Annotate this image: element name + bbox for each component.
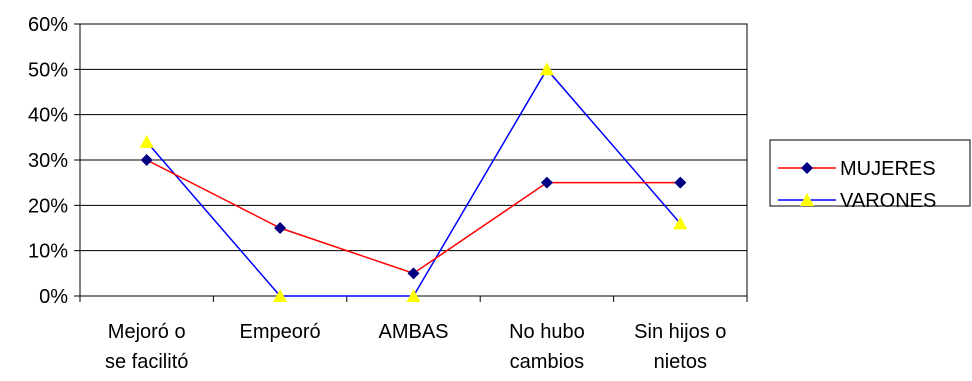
data-point-mujeres: [407, 267, 420, 280]
legend-label-varones: VARONES: [840, 190, 936, 212]
data-point-mujeres: [274, 222, 287, 234]
data-point-mujeres: [674, 176, 687, 189]
x-category-label: Sin hijos o nietos: [634, 321, 726, 373]
gridlines: [80, 68, 747, 252]
axes: [74, 23, 748, 302]
x-category-label: Mejoró o se facilitó: [105, 321, 188, 373]
x-category-label: Empeoró: [240, 321, 321, 343]
y-axis-ticks: 0% 10% 20% 30% 40% 50% 60%: [28, 14, 68, 308]
legend: MUJERES VARONES: [769, 139, 971, 212]
y-tick-label: 30%: [28, 150, 68, 172]
legend-label-mujeres: MUJERES: [840, 158, 936, 180]
data-point-varones: [139, 134, 154, 148]
data-point-mujeres: [540, 176, 553, 189]
data-point-mujeres: [140, 154, 153, 166]
legend-marker-mujeres: [801, 162, 813, 174]
x-category-label: No hubo cambios: [509, 321, 585, 373]
data-point-varones: [273, 289, 288, 302]
y-tick-label: 0%: [39, 286, 68, 308]
x-axis-categories: Mejoró o se facilitó Empeoró AMBAS No hubo ca…: [105, 321, 726, 373]
data-point-varones: [406, 289, 421, 302]
y-tick-label: 10%: [28, 241, 68, 263]
y-tick-label: 20%: [28, 195, 68, 217]
series-markers: [139, 62, 688, 302]
legend-box: [769, 139, 971, 207]
legend-marker-varones: [800, 193, 814, 206]
data-point-varones: [539, 62, 554, 76]
x-category-label: AMBAS: [378, 321, 448, 343]
y-tick-label: 60%: [28, 14, 68, 36]
y-tick-label: 40%: [28, 105, 68, 127]
data-point-varones: [673, 216, 688, 230]
y-tick-label: 50%: [28, 59, 68, 81]
